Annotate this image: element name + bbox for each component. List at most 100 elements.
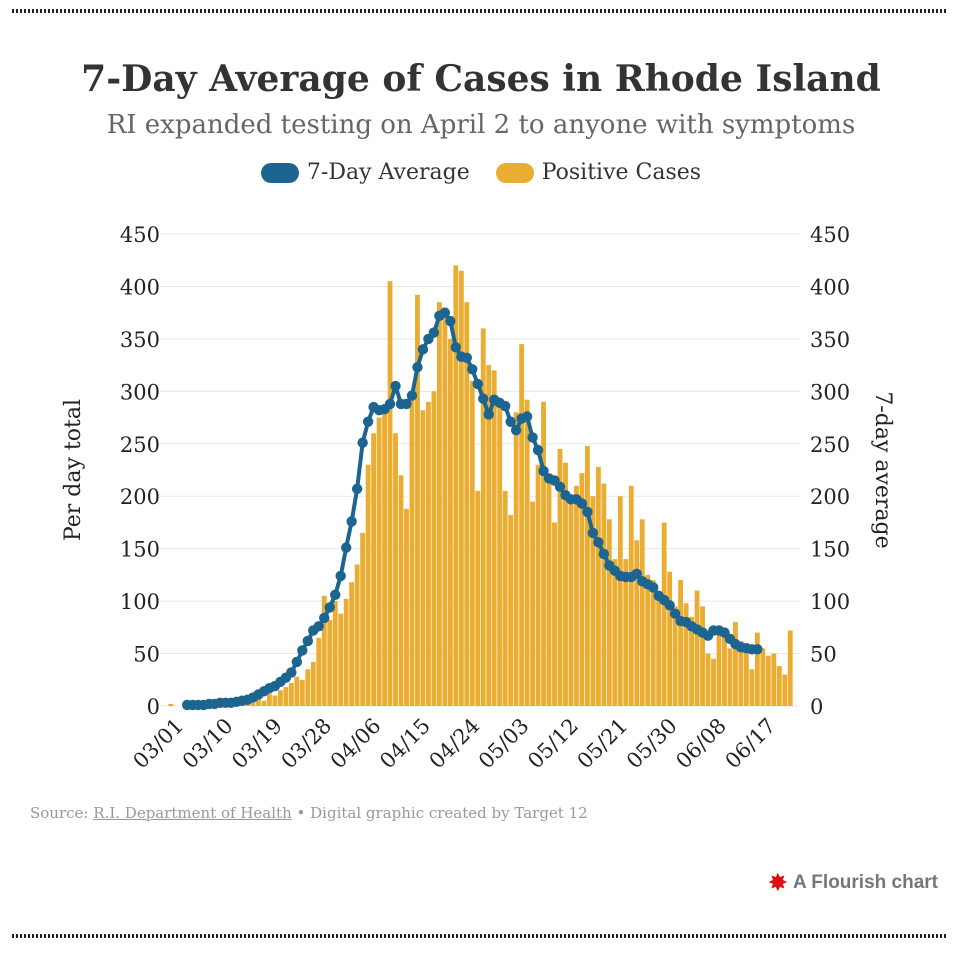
bar xyxy=(288,682,294,706)
bar xyxy=(360,532,366,706)
legend-label-line: 7-Day Average xyxy=(306,160,470,185)
line-point xyxy=(346,516,357,527)
y-tick-label-left: 50 xyxy=(133,643,160,667)
bar xyxy=(475,490,481,706)
bottom-dotted-border xyxy=(12,934,948,938)
line-point xyxy=(510,424,522,436)
bar xyxy=(678,580,684,706)
bar xyxy=(656,595,662,706)
bar xyxy=(436,302,442,706)
chart-subtitle: RI expanded testing on April 2 to anyone… xyxy=(106,110,856,140)
line-point xyxy=(324,602,335,613)
bar xyxy=(469,380,475,706)
x-tick-label: 04/06 xyxy=(326,714,386,774)
y-tick-label-right: 150 xyxy=(810,538,850,562)
bar xyxy=(535,464,541,706)
line-point xyxy=(505,416,516,427)
y-tick-label-right: 300 xyxy=(810,380,850,404)
line-point xyxy=(319,612,330,624)
x-tick-label: 05/21 xyxy=(573,714,633,774)
line-point xyxy=(669,608,681,619)
x-tick-label: 04/15 xyxy=(375,714,435,774)
line-point xyxy=(478,393,489,404)
bar xyxy=(760,648,766,706)
bar xyxy=(310,661,316,706)
bar xyxy=(716,630,722,706)
bar xyxy=(250,702,256,706)
source-separator: • xyxy=(296,804,306,822)
bar xyxy=(639,519,645,706)
bar xyxy=(634,540,640,706)
line-point xyxy=(428,327,440,338)
y-tick-label-left: 350 xyxy=(120,328,160,352)
bar xyxy=(283,687,289,706)
x-tick-label: 06/08 xyxy=(671,714,731,774)
bar xyxy=(579,473,585,706)
bar xyxy=(617,496,623,706)
bar xyxy=(168,703,174,706)
line-point xyxy=(297,645,308,656)
line-point xyxy=(445,315,456,327)
legend-item-positive-cases[interactable]: Positive Cases xyxy=(495,160,701,185)
bar xyxy=(261,700,267,706)
bar xyxy=(486,365,492,706)
bar xyxy=(771,653,777,706)
bar xyxy=(595,466,601,706)
bar xyxy=(546,480,552,706)
line-point xyxy=(406,390,418,401)
bar xyxy=(332,601,338,706)
bar xyxy=(365,464,371,706)
bar xyxy=(371,433,377,706)
bar xyxy=(722,632,727,706)
bar xyxy=(409,391,415,706)
source-link[interactable]: R.I. Department of Health xyxy=(93,804,292,822)
source-prefix: Source: xyxy=(30,804,89,822)
bar xyxy=(442,307,448,706)
line-point xyxy=(417,344,429,355)
line-point xyxy=(467,364,478,375)
bar xyxy=(453,265,459,706)
bar xyxy=(305,669,311,706)
bar xyxy=(700,606,705,706)
y-tick-label-right: 200 xyxy=(810,485,850,509)
line-point xyxy=(647,582,659,593)
bar xyxy=(491,370,497,706)
line-point xyxy=(554,481,566,492)
y-tick-label-right: 450 xyxy=(810,223,850,247)
bar xyxy=(354,564,360,706)
x-tick-label: 03/01 xyxy=(129,714,189,774)
bar xyxy=(667,571,673,706)
bar xyxy=(557,449,563,706)
bar xyxy=(458,270,464,706)
line-point xyxy=(286,667,297,678)
y-tick-label-left: 100 xyxy=(120,590,160,614)
legend-item-7-day-average[interactable]: 7-Day Average xyxy=(260,160,470,185)
bar xyxy=(431,391,437,706)
bar xyxy=(404,508,409,706)
bar xyxy=(321,595,327,706)
bar xyxy=(256,697,261,706)
bar xyxy=(606,519,612,706)
bar xyxy=(519,344,525,706)
bar xyxy=(524,399,530,706)
x-tick-label: 03/19 xyxy=(227,714,287,774)
bar xyxy=(776,666,782,706)
y-tick-label-left: 300 xyxy=(120,380,160,404)
x-tick-label: 05/30 xyxy=(622,714,682,774)
flourish-badge[interactable]: ✸ A Flourish chart xyxy=(769,870,938,896)
bar xyxy=(502,490,508,706)
line-point xyxy=(330,589,341,601)
bar xyxy=(563,462,568,706)
line-point xyxy=(521,411,533,422)
y-axis-title-right: 7-day average xyxy=(870,391,895,548)
bar xyxy=(299,679,305,706)
y-tick-label-left: 150 xyxy=(120,538,160,562)
legend-swatch-bar xyxy=(495,162,534,183)
line-point xyxy=(538,465,549,477)
line-point xyxy=(439,307,451,318)
bar xyxy=(749,669,755,706)
bar xyxy=(661,522,667,706)
line-point xyxy=(582,506,593,518)
bar xyxy=(645,574,651,706)
y-tick-label-left: 250 xyxy=(120,433,160,457)
